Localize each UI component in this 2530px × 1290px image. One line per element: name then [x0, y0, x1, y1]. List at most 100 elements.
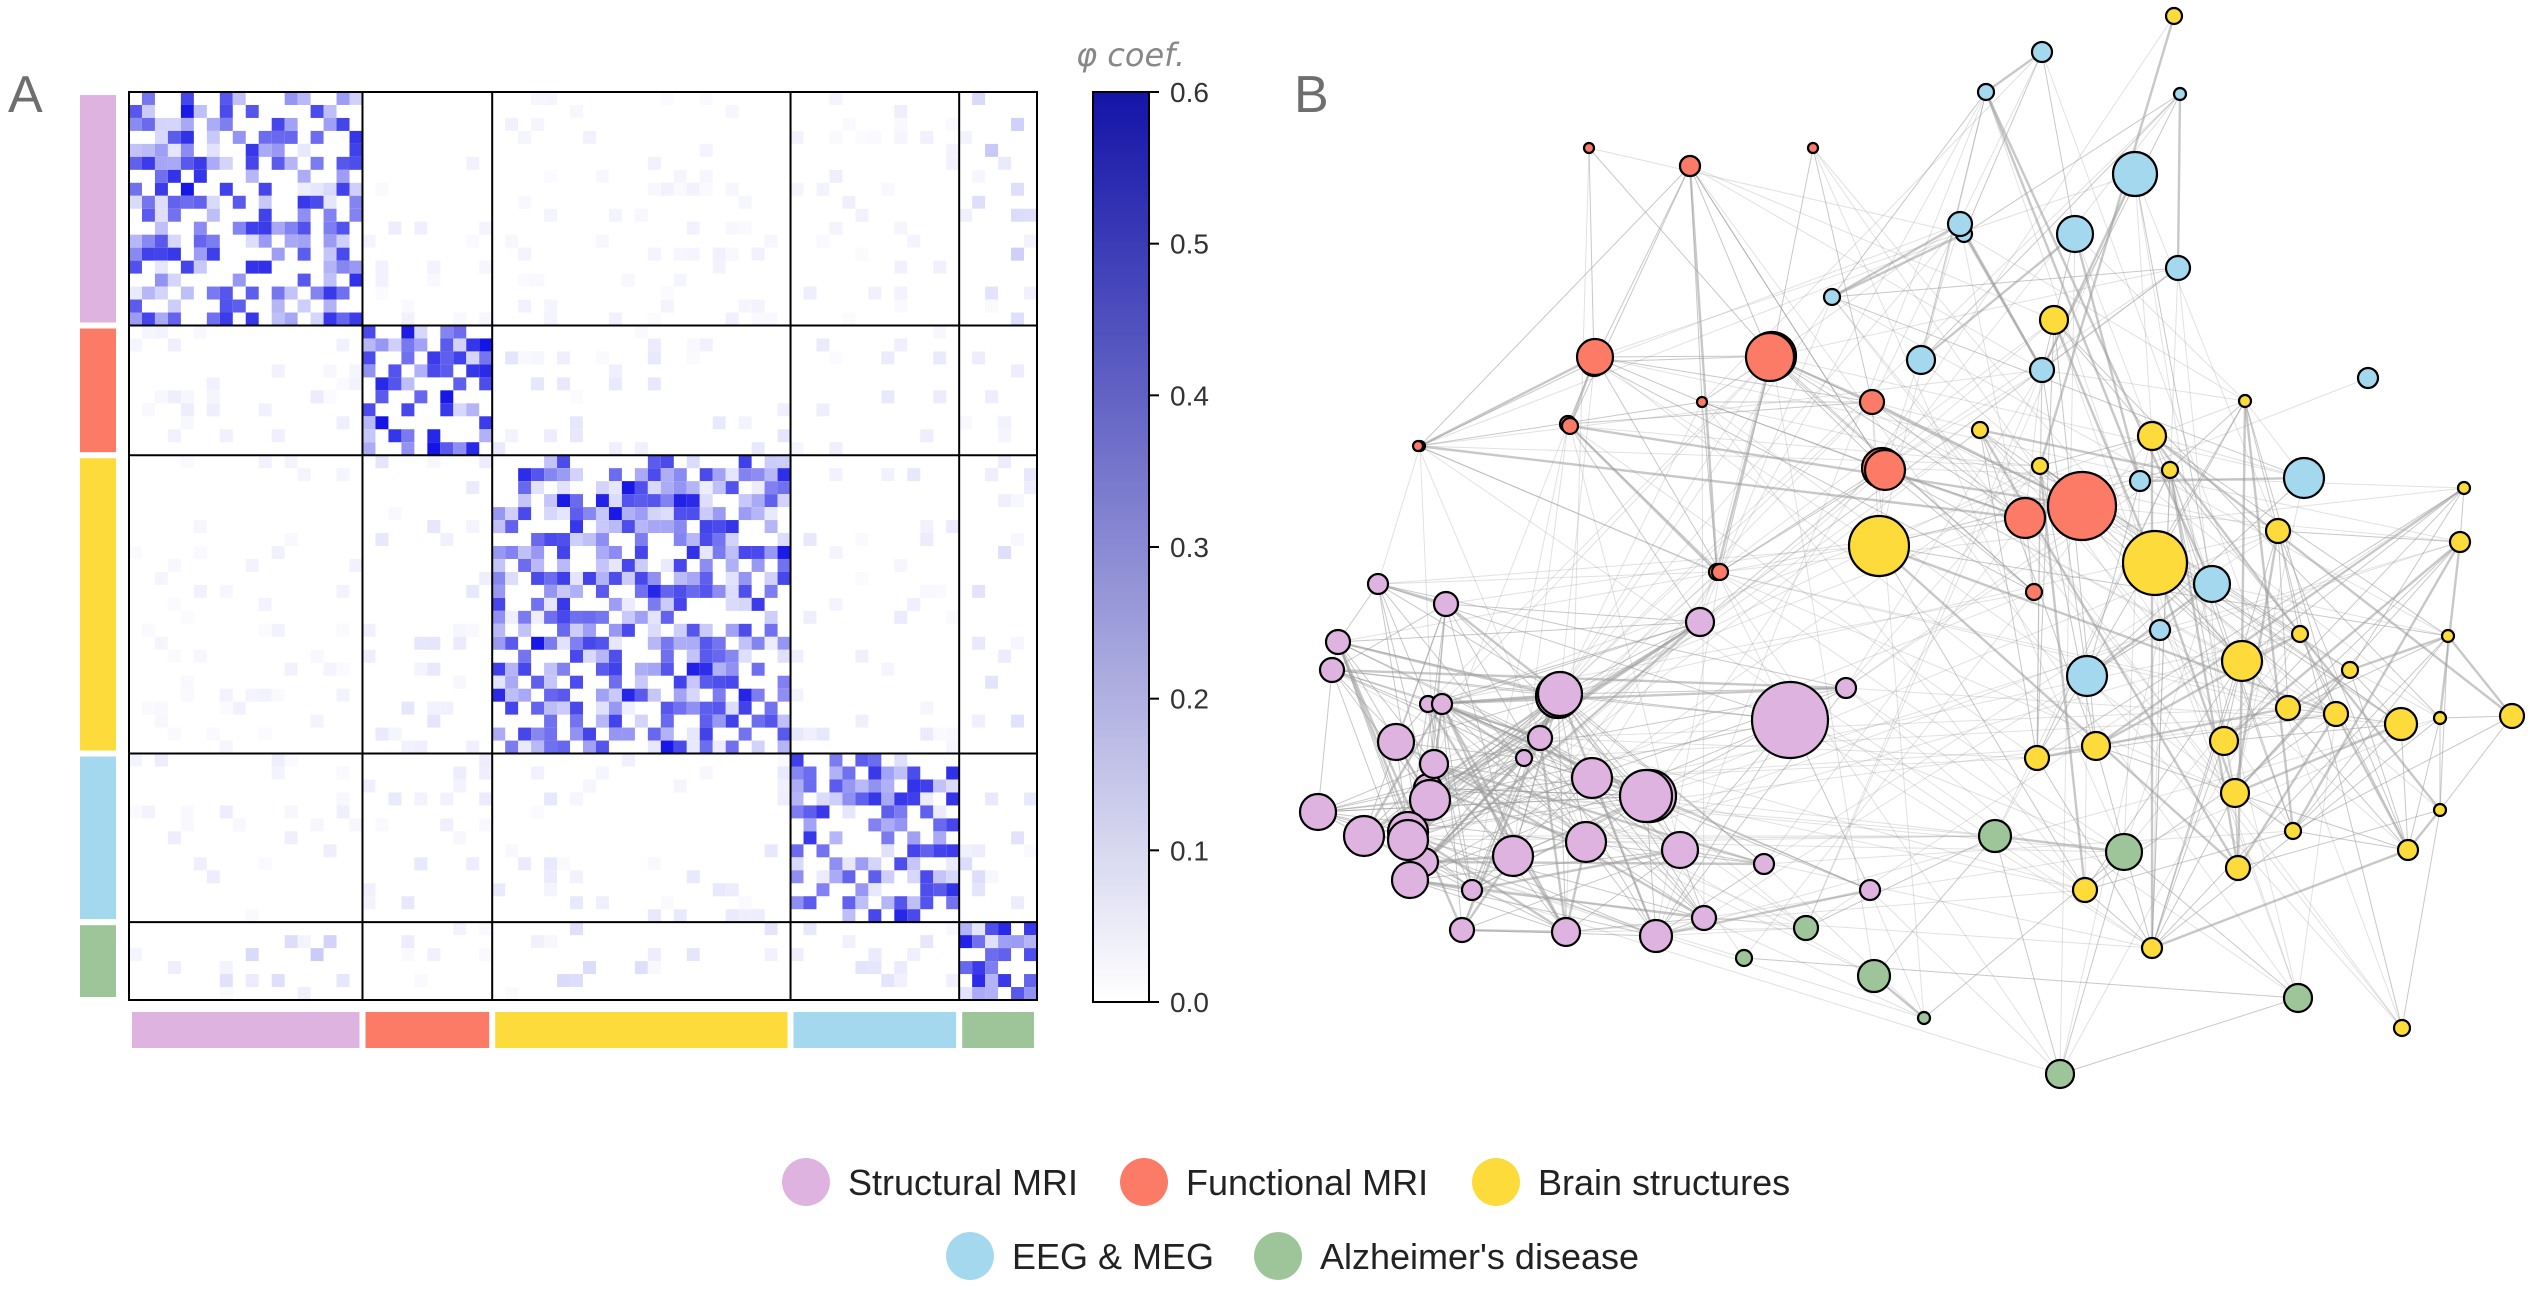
- heatmap-cell: [790, 688, 804, 702]
- heatmap-cell: [777, 546, 791, 559]
- network-edge: [1331, 603, 1447, 671]
- heatmap-cell: [725, 182, 739, 196]
- heatmap-cell: [284, 935, 298, 949]
- heatmap-cell: [154, 182, 168, 196]
- heatmap-cell: [907, 896, 921, 910]
- network-edge: [1441, 400, 2246, 705]
- heatmap-cell: [1011, 987, 1025, 1000]
- network-edge: [1699, 467, 1883, 623]
- heatmap-cell: [634, 208, 648, 222]
- heatmap-cell: [167, 208, 181, 222]
- heatmap-cell: [673, 597, 687, 611]
- heatmap-cell: [570, 429, 583, 443]
- heatmap-cell: [985, 935, 999, 949]
- heatmap-cell: [505, 520, 519, 534]
- heatmap-cell: [829, 351, 843, 365]
- heatmap-cell: [531, 740, 545, 754]
- heatmap-cell: [141, 325, 155, 339]
- heatmap-cell: [518, 273, 532, 287]
- heatmap-cell: [1011, 247, 1025, 261]
- heatmap-cell: [985, 922, 999, 936]
- heatmap-cell: [427, 701, 441, 715]
- heatmap-cell: [829, 831, 843, 845]
- network-edge: [1716, 319, 2055, 573]
- heatmap-cell: [323, 299, 337, 313]
- heatmap-cell: [531, 273, 545, 287]
- heatmap-cell: [1024, 792, 1037, 806]
- panel-b-label: B: [1294, 66, 1329, 124]
- heatmap-cell: [751, 494, 765, 508]
- heatmap-cell: [881, 182, 895, 196]
- heatmap-cell: [712, 740, 726, 754]
- network-edge: [1845, 687, 2086, 891]
- heatmap-cell: [479, 260, 493, 274]
- heatmap-cells: [129, 92, 1037, 1000]
- heatmap-cell: [842, 312, 856, 326]
- heatmap-cell: [764, 507, 778, 521]
- heatmap-cell: [777, 740, 791, 754]
- heatmap-cell: [608, 481, 622, 495]
- network-edge: [1655, 888, 1871, 938]
- heatmap-cell: [336, 468, 350, 482]
- heatmap-cell: [712, 714, 726, 728]
- colorbar-ticks: 0.00.10.20.30.40.50.6: [1149, 77, 1209, 1018]
- heatmap-cell: [725, 675, 739, 689]
- heatmap-cell: [881, 831, 895, 845]
- heatmap-cell: [440, 442, 454, 456]
- heatmap-cell: [129, 286, 142, 300]
- network-edge: [1423, 757, 1525, 863]
- network-edge: [2240, 400, 2247, 662]
- heatmap-cell: [816, 727, 830, 741]
- network-edge: [1831, 296, 2305, 479]
- heatmap-cell: [258, 857, 272, 871]
- network-edge: [1417, 445, 1587, 843]
- heatmap-cell: [842, 805, 856, 819]
- heatmap-cell: [595, 234, 609, 248]
- heatmap-cell: [881, 805, 895, 819]
- network-node: [1324, 628, 1352, 656]
- heatmap-cell: [453, 442, 467, 456]
- heatmap-cell: [583, 961, 596, 975]
- heatmap-cell: [245, 948, 259, 962]
- group-bar-left: [80, 925, 116, 997]
- heatmap-cell: [518, 623, 532, 637]
- network-edge: [1331, 669, 1875, 977]
- heatmap-cell: [219, 312, 233, 326]
- heatmap-cell: [985, 961, 999, 975]
- heatmap-cell: [842, 857, 856, 871]
- heatmap-cell: [1024, 974, 1037, 988]
- heatmap-cell: [764, 922, 778, 936]
- heatmap-cell: [440, 792, 454, 806]
- heatmap-cell: [738, 623, 752, 637]
- heatmap-group-bars-left: [80, 95, 116, 997]
- heatmap-cell: [725, 909, 739, 923]
- heatmap-cell: [725, 883, 739, 897]
- heatmap-cell: [660, 636, 674, 650]
- heatmap-cell: [284, 130, 298, 144]
- network-edge: [2059, 997, 2299, 1075]
- heatmap-cell: [271, 117, 285, 131]
- network-edge: [1407, 591, 2035, 841]
- network-edge: [2036, 757, 2153, 949]
- heatmap-cell: [466, 351, 480, 365]
- heatmap-cell: [868, 948, 882, 962]
- heatmap-cell: [790, 870, 804, 884]
- heatmap-cell: [129, 753, 142, 767]
- heatmap-cell: [777, 429, 791, 443]
- network-node: [2111, 150, 2159, 198]
- legend-label-functional-mri: Functional MRI: [1186, 1162, 1428, 1203]
- network-edge: [2447, 635, 2513, 717]
- heatmap-cell: [829, 597, 843, 611]
- heatmap-cell: [466, 234, 480, 248]
- heatmap-cell: [492, 623, 506, 637]
- heatmap-cell: [518, 299, 532, 313]
- heatmap-cell: [206, 156, 220, 170]
- heatmap-cell: [985, 390, 999, 404]
- heatmap-cell: [362, 623, 376, 637]
- network-edge: [1585, 835, 1996, 843]
- heatmap-cell: [154, 273, 168, 287]
- heatmap-cell: [790, 442, 804, 456]
- heatmap-cell: [894, 792, 908, 806]
- network-node: [1550, 916, 1582, 948]
- heatmap-cell: [595, 688, 609, 702]
